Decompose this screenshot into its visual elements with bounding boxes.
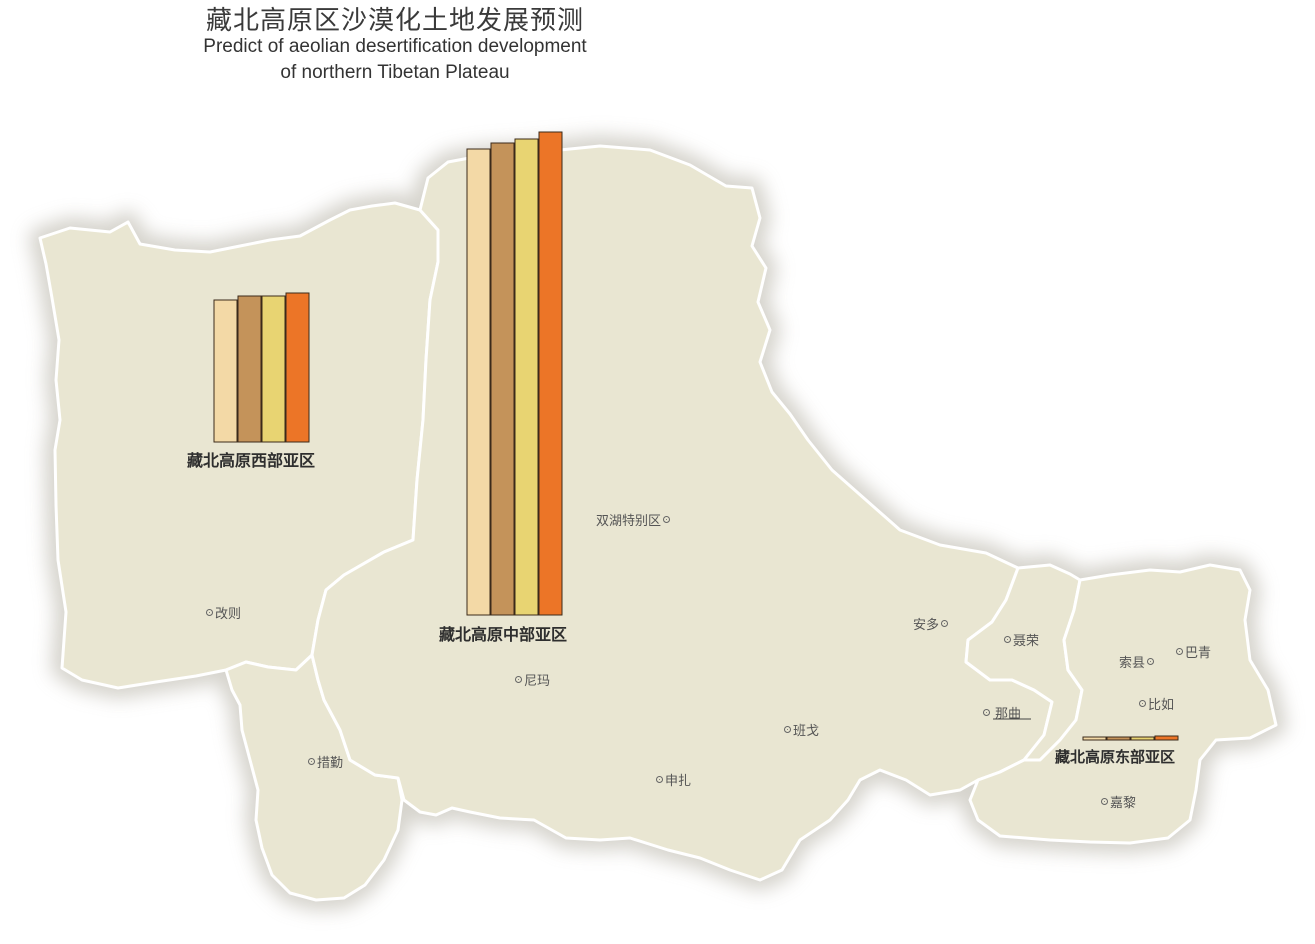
bar-1-0 <box>466 148 491 616</box>
bar-0-0 <box>213 299 238 443</box>
region-east-area <box>968 563 1278 845</box>
map-title-cn: 藏北高原区沙漠化土地发展预测 <box>205 6 584 36</box>
town-name: 尼玛 <box>524 674 551 689</box>
town-marker-icon <box>1101 798 1108 805</box>
bar-0-1 <box>237 295 262 443</box>
town-name: 索县 <box>1119 656 1146 671</box>
bar-0-2 <box>261 295 286 443</box>
town-name: 聂荣 <box>1013 634 1040 649</box>
town-marker-icon <box>206 609 213 616</box>
bar-2-3 <box>1154 735 1179 741</box>
bar-0-3 <box>285 292 310 443</box>
region-label-east: 藏北高原东部亚区 <box>1055 748 1176 766</box>
town-biru: 比如 <box>1137 694 1174 713</box>
town-suoxian: 索县 <box>1119 652 1156 671</box>
bar-2-2 <box>1130 736 1155 741</box>
bar-2-1 <box>1106 736 1131 741</box>
town-marker-icon <box>1004 636 1011 643</box>
town-naqu: 那曲 <box>981 703 1021 722</box>
town-name: 改则 <box>215 607 242 622</box>
town-marker-icon <box>663 516 671 523</box>
town-marker-icon <box>983 709 990 716</box>
town-marker-icon <box>941 620 949 627</box>
town-marker-icon <box>784 726 791 733</box>
town-nima: 尼玛 <box>513 670 550 689</box>
bar-2-0 <box>1082 736 1107 741</box>
town-name: 比如 <box>1148 698 1175 713</box>
town-name: 班戈 <box>793 724 820 739</box>
town-shenzha: 申扎 <box>654 770 691 789</box>
map-title-en-line2: of northern Tibetan Plateau <box>280 62 510 83</box>
map-title-en-line1: Predict of aeolian desertification devel… <box>203 36 587 57</box>
bar-group-central <box>466 131 563 616</box>
town-name: 双湖特别区 <box>596 514 662 529</box>
town-marker-icon <box>308 758 315 765</box>
town-jiali: 嘉黎 <box>1099 792 1136 811</box>
town-shuanghu: 双湖特别区 <box>596 510 672 529</box>
region-label-central: 藏北高原中部亚区 <box>439 625 568 644</box>
town-name: 那曲 <box>995 707 1022 722</box>
town-gaize: 改则 <box>204 603 241 622</box>
town-name: 安多 <box>913 618 940 633</box>
town-marker-icon <box>656 776 663 783</box>
bar-1-3 <box>538 131 563 616</box>
town-marker-icon <box>515 676 522 683</box>
town-marker-icon <box>1139 700 1146 707</box>
bar-1-1 <box>490 142 515 616</box>
town-bange: 班戈 <box>782 720 819 739</box>
town-name: 嘉黎 <box>1110 796 1137 811</box>
bar-group-east <box>1082 735 1179 741</box>
town-anduo: 安多 <box>913 614 950 633</box>
town-cuoqin: 措勤 <box>306 752 343 771</box>
town-name: 申扎 <box>665 774 692 789</box>
town-name: 巴青 <box>1185 646 1212 661</box>
town-baqing: 巴青 <box>1174 642 1211 661</box>
town-name: 措勤 <box>317 756 344 771</box>
region-label-west: 藏北高原西部亚区 <box>187 451 316 470</box>
town-nierong: 聂荣 <box>1002 630 1039 649</box>
bar-group-west <box>213 292 310 443</box>
town-marker-icon <box>1147 658 1155 665</box>
bar-1-2 <box>514 138 539 616</box>
town-marker-icon <box>1176 648 1183 655</box>
